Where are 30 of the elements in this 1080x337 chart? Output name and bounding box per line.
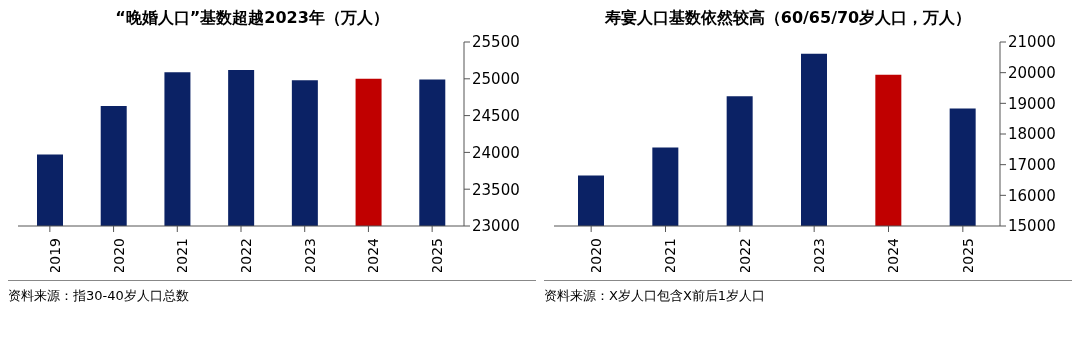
y-tick-label: 15000 [1008, 217, 1056, 236]
y-tick-label: 23500 [472, 180, 520, 199]
text: 资料来源：X岁人口包含X前后1岁人口 [544, 287, 767, 305]
y-tick-label: 21000 [1008, 33, 1056, 52]
x-tick-label: 2021 [174, 238, 191, 274]
text: 资料来源：指30-40岁人口总数 [8, 287, 190, 305]
y-tick-label: 24500 [472, 106, 520, 125]
y-tick-label: 19000 [1008, 94, 1056, 113]
x-tick-label: 2024 [885, 237, 902, 274]
y-tick-label: 16000 [1008, 186, 1056, 205]
x-tick-label: 2025 [959, 238, 976, 274]
y-tick-label: 23000 [472, 217, 520, 236]
y-tick-label: 20000 [1008, 63, 1056, 82]
x-tick-label: 2021 [662, 238, 679, 274]
y-tick-label: 18000 [1008, 125, 1056, 144]
x-tick-label: 2020 [588, 238, 605, 274]
y-tick-label: 25000 [472, 70, 520, 89]
x-tick-label: 2024 [365, 237, 382, 274]
y-tick-label: 17000 [1008, 155, 1056, 174]
y-tick-label: 25500 [472, 33, 520, 52]
x-tick-label: 2023 [301, 238, 318, 274]
chart-title: “晚婚人口”基数超越2023年（万人） [114, 8, 390, 29]
x-tick-label: 2022 [237, 238, 254, 274]
x-tick-label: 2025 [429, 238, 446, 274]
x-tick-label: 2020 [110, 238, 127, 274]
x-tick-label: 2023 [811, 238, 828, 274]
x-tick-label: 2022 [736, 238, 753, 274]
y-tick-label: 24000 [472, 143, 520, 162]
chart-title: 寿宴人口基数依然较高（60/65/70岁人口，万人） [603, 8, 973, 29]
x-tick-label: 2019 [46, 238, 63, 274]
